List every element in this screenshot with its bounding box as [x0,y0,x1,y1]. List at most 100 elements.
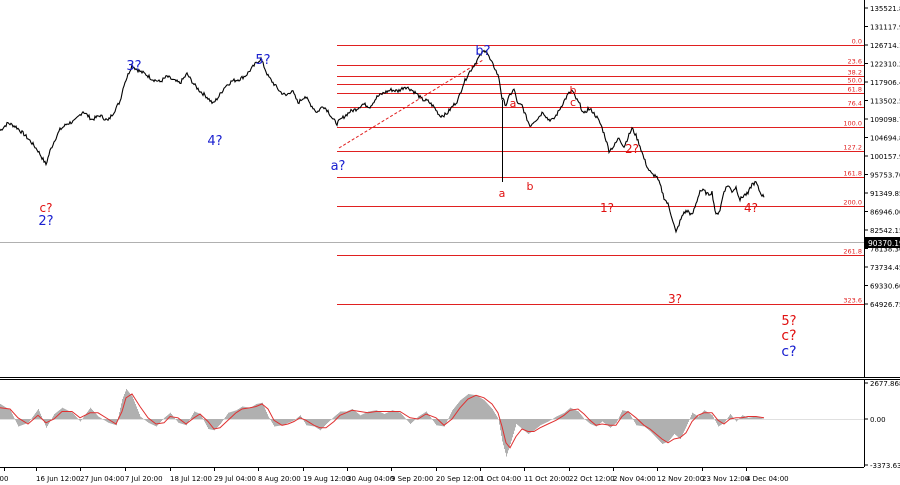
histogram-bar [500,419,501,431]
histogram-bar [630,414,631,419]
price-tick-label: 91349.85 [870,190,900,198]
histogram-bar [105,419,106,421]
histogram-bar [611,419,612,427]
histogram-bar [249,407,250,419]
histogram-bar [176,419,177,421]
histogram-bar [612,419,613,427]
histogram-bar [169,413,170,419]
time-tick-label: 18 Jul 12:00 [170,475,212,483]
histogram-bar [293,419,294,421]
histogram-bar [511,419,512,441]
histogram-bar [712,415,713,419]
histogram-bar [538,419,539,427]
histogram-bar [306,419,307,426]
histogram-bar [666,419,667,443]
histogram-bar [674,419,675,434]
histogram-bar [602,419,603,422]
histogram-bar [580,414,581,419]
histogram-bar [279,419,280,426]
histogram-bar [357,412,358,419]
histogram-bar [240,407,241,419]
histogram-bar [319,419,320,430]
histogram-bar [608,419,609,427]
histogram-bar [21,419,22,426]
histogram-bar [719,419,720,426]
wave-label: b [527,180,534,193]
wave-b-trendline [338,59,484,149]
histogram-bar [527,419,528,434]
histogram-bar [384,414,385,419]
histogram-bar [385,413,386,419]
histogram-bar [236,410,237,419]
histogram-bar [429,415,430,419]
histogram-bar [514,419,515,431]
histogram-bar [397,411,398,419]
price-tick-label: 135521.86 [870,5,900,13]
histogram-bar [683,419,684,433]
histogram-bar [458,402,459,419]
histogram-bar [356,412,357,419]
histogram-bar [756,416,757,419]
oscillator [0,389,864,457]
histogram-bar [326,419,327,424]
histogram-bar [168,414,169,419]
histogram-bar [670,419,671,439]
histogram-bar [2,405,3,419]
histogram-bar [622,410,623,419]
histogram-bar [636,419,637,426]
histogram-bar [272,419,273,424]
histogram-bar [533,419,534,431]
time-tick: 19 Aug 12:00 [303,467,350,483]
histogram-bar [324,419,325,427]
histogram-bar [160,419,161,423]
histogram-bar [678,419,679,438]
time-tick-label: 19 Aug 12:00 [303,475,350,483]
histogram-bar [761,418,762,419]
histogram-bar [751,417,752,419]
histogram-bar [620,414,621,419]
histogram-bar [442,419,443,427]
histogram-bar [19,419,20,427]
histogram-bar [444,419,445,427]
histogram-bar [327,419,328,424]
histogram-bar [237,409,238,419]
histogram-bar [399,412,400,419]
histogram-bar [252,406,253,419]
histogram-bar [127,390,128,419]
histogram-bar [724,419,725,423]
histogram-bar [752,417,753,419]
histogram-bar [466,395,467,419]
histogram-bar [646,419,647,429]
histogram-bar [541,419,542,425]
histogram-bar [179,419,180,424]
histogram-bar [428,414,429,419]
histogram-bar [626,411,627,419]
histogram-bar [588,419,589,423]
histogram-bar [550,419,551,421]
histogram-bar [14,418,15,419]
histogram-bar [614,419,615,425]
histogram-bar [322,419,323,429]
histogram-bar [1,404,2,419]
histogram-bar [150,419,151,424]
histogram-bar [524,419,525,431]
histogram-bar [217,419,218,428]
histogram-bar [333,417,334,419]
histogram-bar [512,419,513,438]
histogram-bar [566,411,567,419]
histogram-bar [508,419,509,451]
histogram-bar [485,401,486,419]
histogram-bar [558,415,559,419]
histogram-bar [329,419,330,422]
histogram-bar [34,414,35,419]
histogram-bar [22,419,23,425]
price-tick-label: 117906.40 [870,79,900,87]
histogram-bar [365,412,366,419]
histogram-bar [483,399,484,419]
histogram-bar [64,408,65,419]
histogram-bar [435,419,436,424]
histogram-bar [495,414,496,419]
histogram-bar [606,419,607,425]
histogram-bar [677,419,678,437]
